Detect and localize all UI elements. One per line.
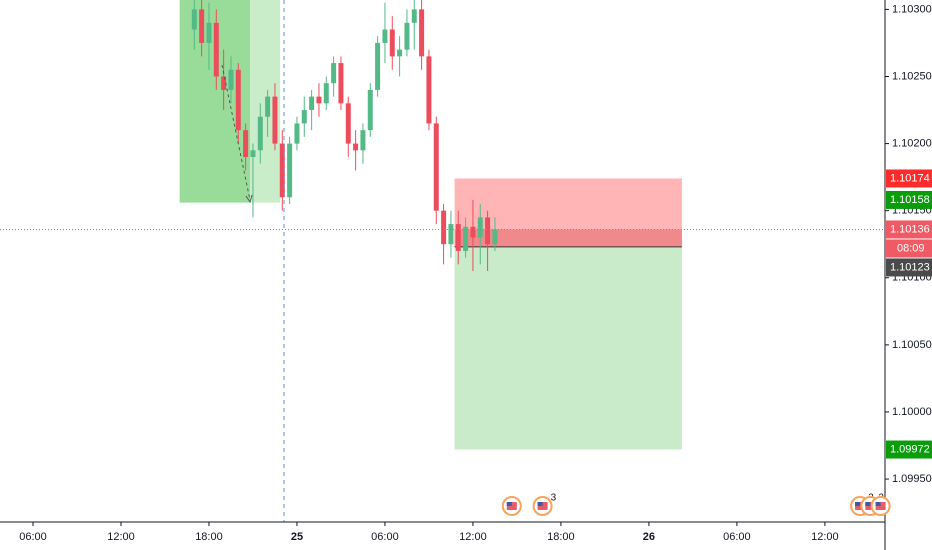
y-tick-label: 1.10300 [892,3,932,15]
candle-body [389,29,395,57]
last-price-label: 1.10136 [890,223,930,235]
x-tick-label: 25 [291,531,303,543]
candle-body [323,83,329,104]
y-tick-label: 1.10250 [892,70,932,82]
candle-body [257,116,263,151]
target-label-bg [886,440,932,459]
candle-body [455,224,461,251]
y-tick-label: 1.10050 [892,339,932,351]
candle-body [397,49,403,57]
event-flag-canton [875,502,881,506]
candle-body [221,76,227,90]
candle-body [287,143,293,198]
candle-body [375,42,381,90]
candle-body [309,96,315,111]
target-zone [454,246,682,450]
candle-body [338,63,344,104]
event-flag-canton [537,502,543,506]
y-tick-label: 1.09950 [892,473,932,485]
target-label: 1.09972 [890,443,930,455]
candle-body [228,69,234,90]
candle-body [426,56,432,124]
candle-body [272,96,278,144]
stop-label: 1.10174 [890,172,930,184]
candle-body [331,63,337,84]
candle-body [243,130,249,158]
entry-label-bg [886,258,932,277]
y-tick-label: 1.10200 [892,137,932,149]
x-tick-label: 12:00 [107,531,135,543]
candle-body [411,9,417,23]
high-label-bg [886,190,932,209]
candle-body [345,103,351,144]
x-tick-label: 18:00 [547,531,575,543]
candle-body [265,96,271,117]
event-flag-canton [855,502,861,506]
candle-body [206,22,212,43]
event-count: 3 [551,493,557,504]
plot-area [179,0,682,450]
candle-body [250,150,256,158]
countdown-bg [886,239,932,258]
candle-body [213,22,219,77]
candle-body [419,9,425,57]
candle-body [353,143,359,151]
candle-body [382,29,388,43]
candle-body [441,210,447,245]
candle-body [448,224,454,245]
candle-body [470,226,476,238]
x-tick-label: 12:00 [459,531,487,543]
y-tick-label: 1.10000 [892,406,932,418]
candle-body [301,110,307,124]
candle-body [477,217,483,238]
candle-body [404,22,410,50]
candle-body [492,229,498,245]
x-tick-label: 26 [643,531,655,543]
candle-body [235,69,241,131]
candle-body [360,130,366,151]
candle-body [294,123,300,144]
candle-body [316,96,322,104]
entry-label: 1.10123 [890,261,930,273]
candle-body [279,143,285,198]
candle-body [367,89,373,131]
candle-body [199,9,205,43]
x-tick-label: 18:00 [195,531,223,543]
x-tick-label: 06:00 [723,531,751,543]
trend-arrow [221,64,251,201]
countdown: 08:09 [897,242,925,254]
candle-body [433,123,439,211]
x-tick-label: 06:00 [371,531,399,543]
x-tick-label: 12:00 [811,531,839,543]
high-label: 1.10158 [890,194,930,206]
loss-zone [454,229,682,247]
x-tick-label: 06:00 [19,531,47,543]
event-flag-canton [506,502,512,506]
candle-body [485,217,491,245]
last-price-label-bg [886,220,932,239]
candle-body [463,226,469,251]
event-flag-canton [865,502,871,506]
stop-label-bg [886,169,932,188]
candle-body [191,9,197,30]
trend-arrow-head [245,194,253,204]
